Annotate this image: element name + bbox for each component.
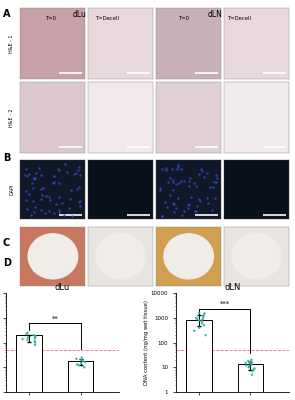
Text: D: D <box>3 258 11 268</box>
Point <box>26 334 30 341</box>
Point <box>32 332 36 338</box>
Point <box>33 334 38 340</box>
Bar <box>237 364 263 400</box>
Point <box>236 155 240 162</box>
Text: H&E - 1: H&E - 1 <box>9 34 14 52</box>
Text: C: C <box>3 238 10 248</box>
Point <box>74 356 79 362</box>
Point <box>247 363 252 370</box>
Point <box>249 357 254 363</box>
Text: B: B <box>3 153 10 163</box>
Circle shape <box>96 234 145 279</box>
Title: dLN: dLN <box>224 284 241 292</box>
Point <box>251 366 256 373</box>
Point <box>264 31 269 38</box>
Point <box>246 364 251 370</box>
Point <box>246 358 251 364</box>
Point <box>24 331 29 337</box>
Point <box>79 354 84 361</box>
Text: T=Decell: T=Decell <box>228 16 253 21</box>
Point <box>243 360 248 366</box>
Point <box>80 358 85 364</box>
Point <box>194 315 199 321</box>
Point <box>197 324 201 331</box>
Point <box>99 7 103 14</box>
Text: H&E - 2: H&E - 2 <box>9 108 14 127</box>
Point <box>20 336 25 342</box>
Point <box>276 129 280 135</box>
Point <box>197 310 201 316</box>
Point <box>197 317 201 324</box>
Point <box>249 361 254 368</box>
Point <box>179 122 183 129</box>
Point <box>145 144 150 151</box>
Point <box>32 335 37 342</box>
Text: T=Decell: T=Decell <box>96 16 120 21</box>
Point <box>32 338 37 344</box>
Point <box>83 359 87 366</box>
Text: **: ** <box>51 316 58 322</box>
Point <box>236 0 241 6</box>
Point <box>201 312 206 318</box>
Point <box>201 314 206 320</box>
Point <box>192 328 196 334</box>
Point <box>200 320 204 326</box>
Point <box>202 322 206 328</box>
Point <box>79 357 84 363</box>
Bar <box>68 361 94 400</box>
Point <box>199 317 204 324</box>
Point <box>199 318 204 325</box>
Point <box>163 23 168 30</box>
Point <box>75 361 80 368</box>
Text: DAPI: DAPI <box>9 184 14 196</box>
Bar <box>16 335 42 400</box>
Point <box>33 340 37 346</box>
Point <box>33 333 38 339</box>
Point <box>33 342 37 348</box>
Point <box>243 157 248 164</box>
Title: dLu: dLu <box>55 284 70 292</box>
Point <box>235 104 240 110</box>
Point <box>185 69 189 76</box>
Point <box>25 330 30 336</box>
Text: dLN: dLN <box>208 10 223 19</box>
Point <box>195 316 199 322</box>
Text: ***: *** <box>220 301 230 307</box>
Bar <box>186 320 212 400</box>
Circle shape <box>232 234 281 279</box>
Point <box>111 91 116 98</box>
Point <box>244 362 249 368</box>
Point <box>76 362 81 368</box>
Text: A: A <box>3 9 10 19</box>
Y-axis label: DNA content (ng/mg wet tissue): DNA content (ng/mg wet tissue) <box>144 300 149 385</box>
Point <box>250 368 255 374</box>
Point <box>201 316 205 322</box>
Point <box>203 332 208 338</box>
Point <box>202 310 207 317</box>
Point <box>25 336 30 343</box>
Circle shape <box>164 234 213 279</box>
Point <box>252 365 257 372</box>
Text: T=0: T=0 <box>179 16 190 21</box>
Point <box>82 364 86 370</box>
Point <box>289 74 294 80</box>
Text: T=0: T=0 <box>46 16 57 21</box>
Point <box>248 359 253 366</box>
Point <box>201 313 206 319</box>
Point <box>249 358 253 365</box>
Point <box>79 360 83 366</box>
Point <box>250 372 254 378</box>
Text: dLu: dLu <box>73 10 87 19</box>
Circle shape <box>28 234 78 279</box>
